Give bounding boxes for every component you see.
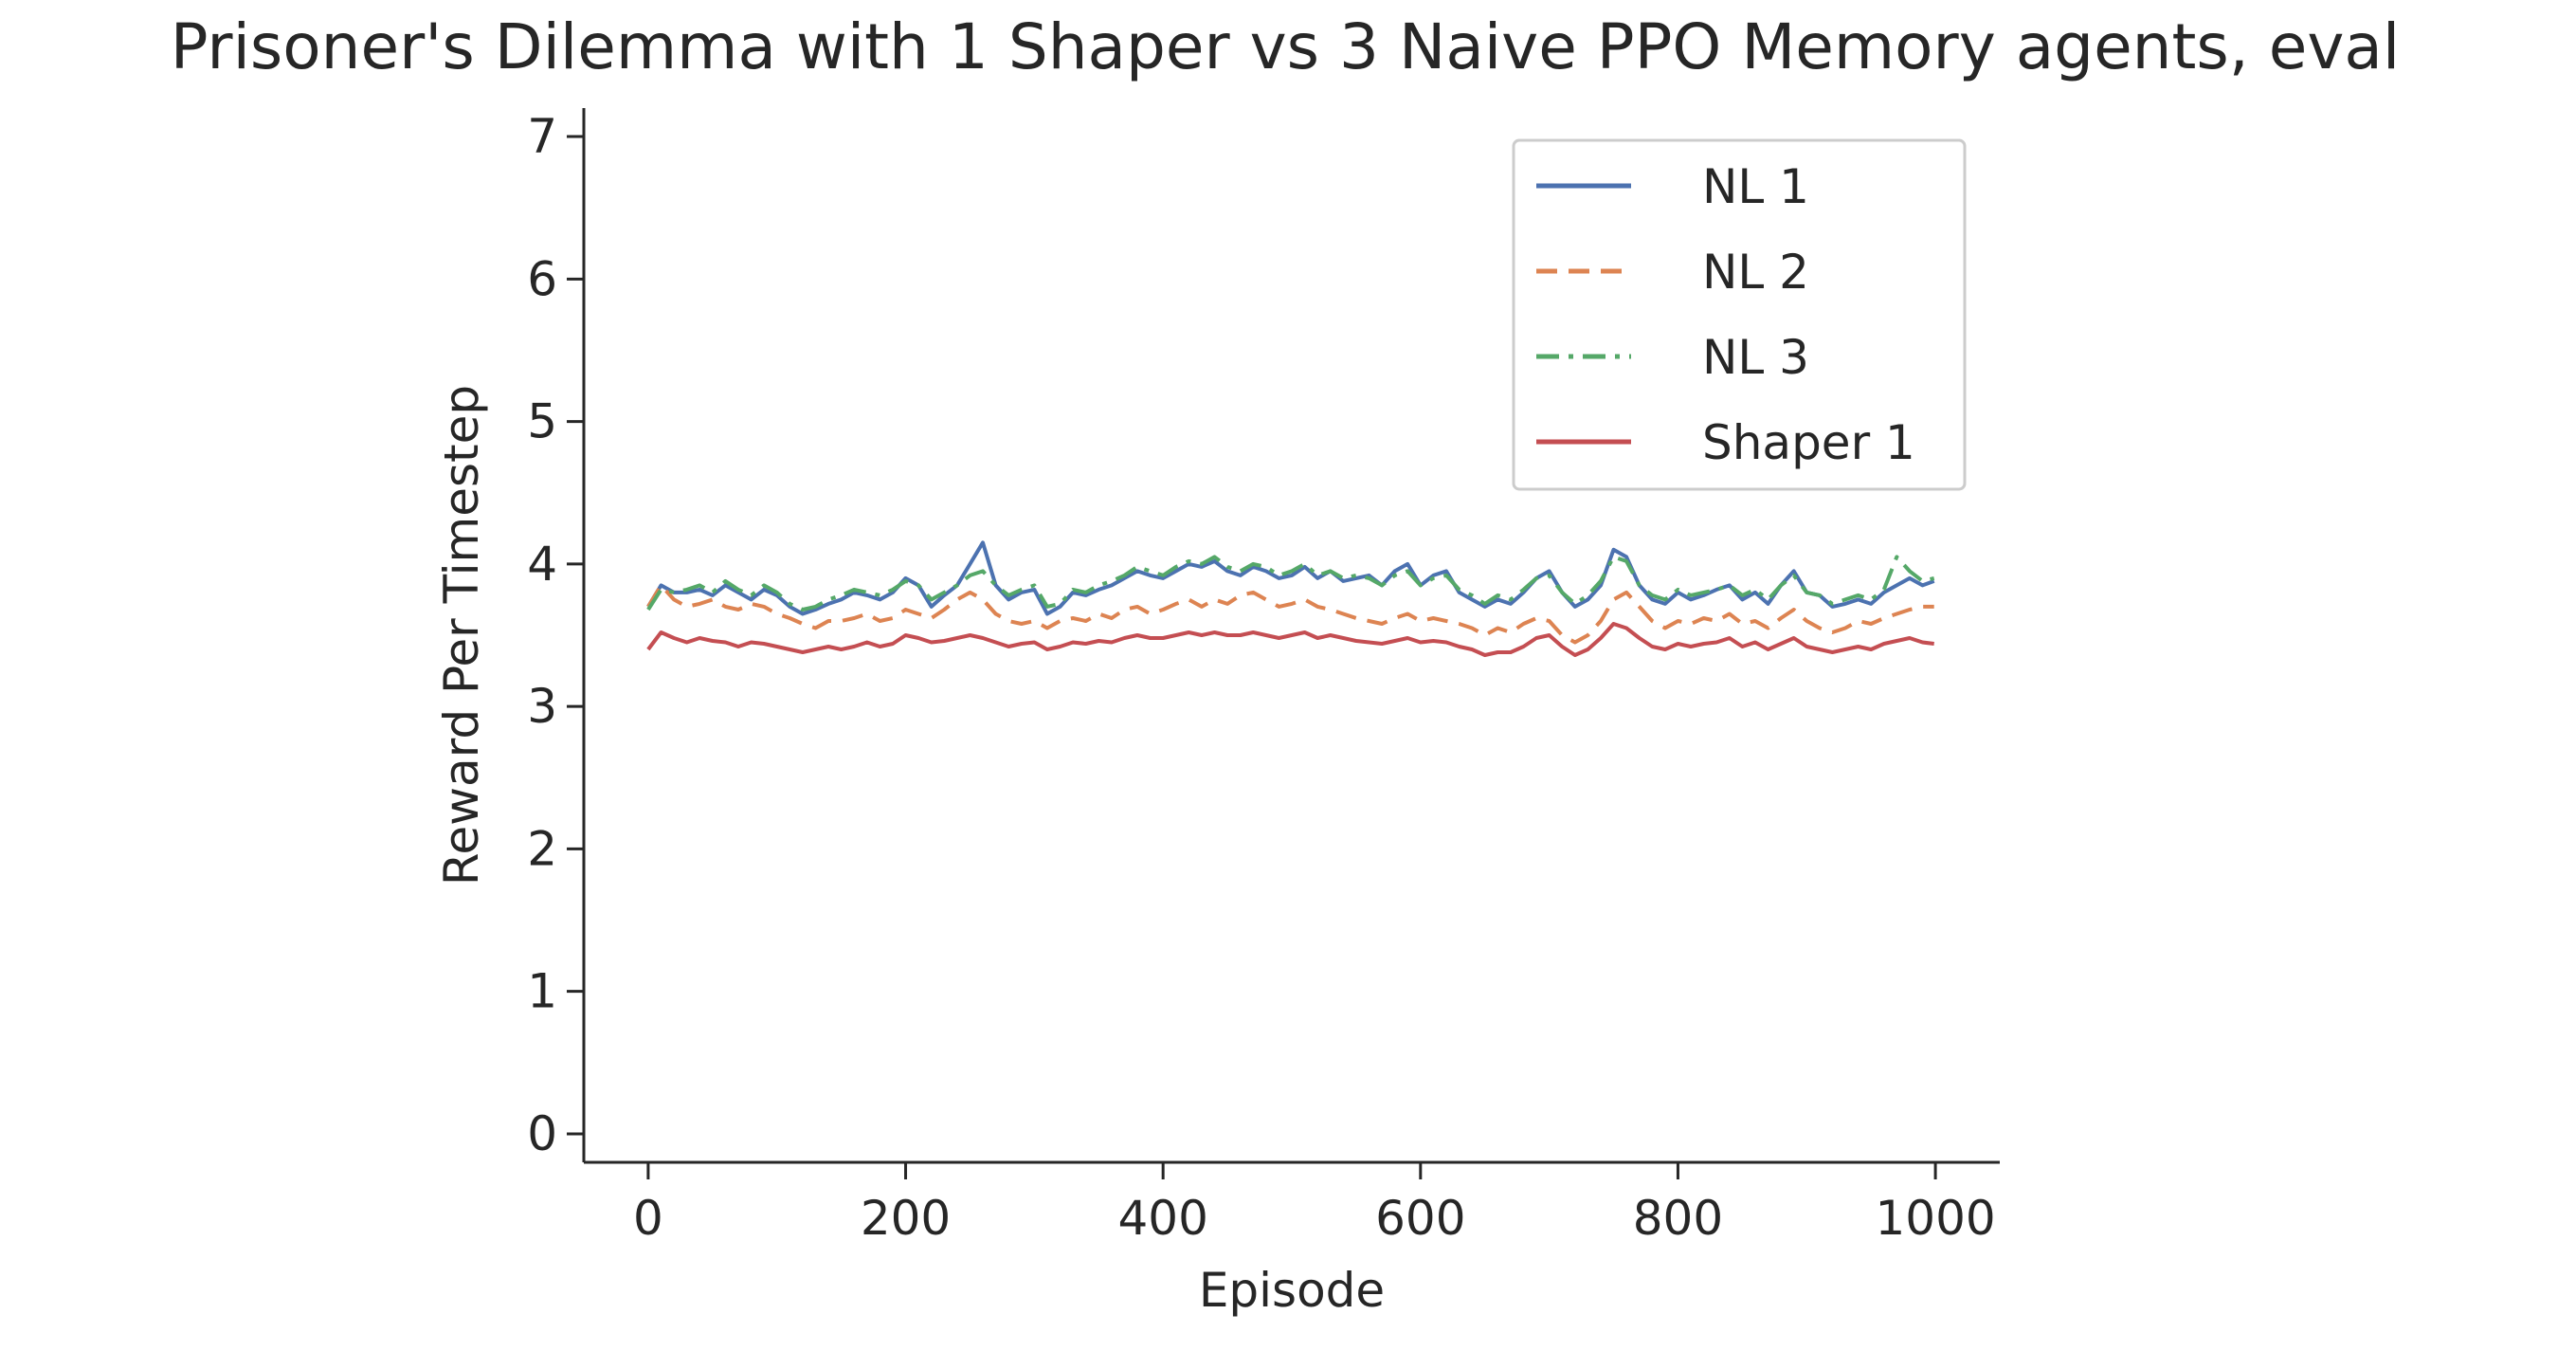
x-tick-label: 0 — [633, 1191, 663, 1246]
y-tick-label: 7 — [527, 109, 557, 164]
x-tick-label: 800 — [1633, 1191, 1723, 1246]
y-tick-label: 5 — [527, 394, 557, 449]
legend-items: NL 1 NL 2 NL 3 Shaper 1 — [1536, 159, 1915, 470]
legend-label: NL 3 — [1702, 330, 1809, 385]
y-tick-label: 1 — [527, 964, 557, 1019]
y-tick-label: 0 — [527, 1106, 557, 1161]
legend-box — [1512, 138, 1967, 491]
series-line-nl-3 — [646, 555, 1935, 612]
plot-area — [646, 540, 1935, 657]
x-ticks: 0 200 400 600 800 1000 — [633, 1162, 1996, 1246]
x-axis-label: Episode — [1199, 1263, 1385, 1318]
x-tick-label: 200 — [861, 1191, 951, 1246]
y-ticks: 0 1 2 3 4 5 6 7 — [527, 109, 584, 1161]
legend-label: Shaper 1 — [1702, 415, 1915, 470]
chart-title: Prisoner's Dilemma with 1 Shaper vs 3 Na… — [171, 10, 2400, 83]
y-tick-label: 3 — [527, 679, 557, 734]
y-tick-label: 4 — [527, 537, 557, 592]
y-tick-label: 6 — [527, 251, 557, 306]
x-tick-label: 1000 — [1875, 1191, 1995, 1246]
y-axis-label: Reward Per Timestep — [434, 385, 489, 885]
y-tick-label: 2 — [527, 821, 557, 876]
series-line-nl-2 — [646, 583, 1934, 645]
x-tick-label: 600 — [1375, 1191, 1465, 1246]
legend-label: NL 2 — [1702, 245, 1809, 300]
x-tick-label: 400 — [1117, 1191, 1207, 1246]
legend: NL 1 NL 2 NL 3 Shaper 1 — [1512, 138, 1967, 491]
series-line-shaper-1 — [646, 622, 1934, 657]
legend-label: NL 1 — [1702, 159, 1809, 214]
